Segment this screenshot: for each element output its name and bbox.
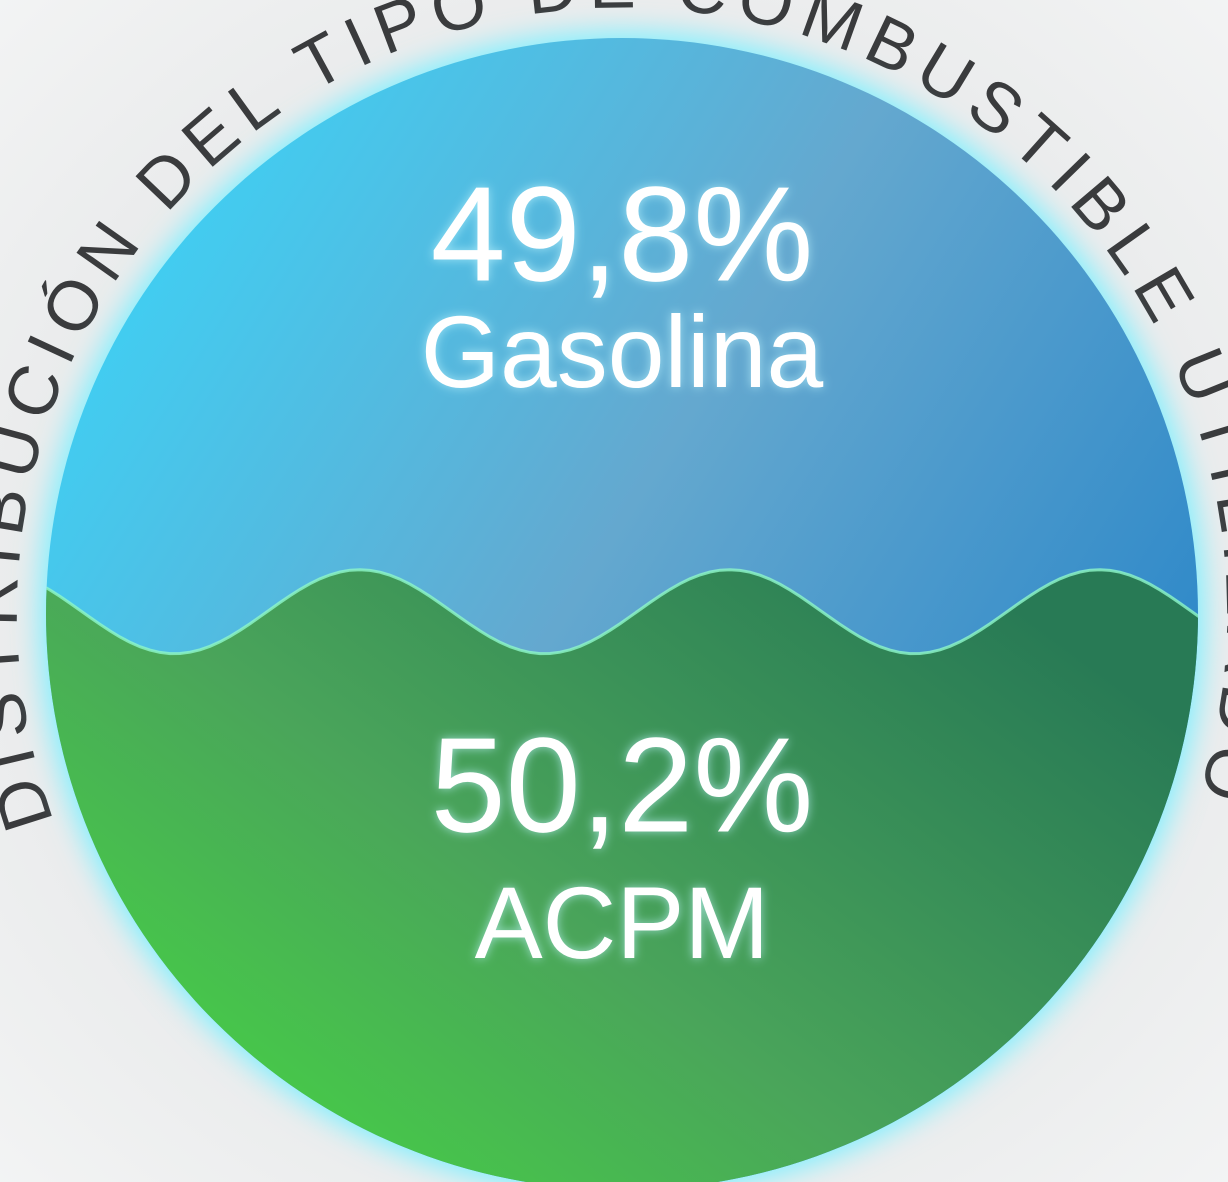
wave-line [46, 568, 1198, 656]
value-label: 49,8% [431, 159, 814, 310]
liquid [46, 38, 1198, 1182]
category-label: ACPM [475, 866, 770, 980]
fill-area [46, 569, 1198, 1182]
value-label: 50,2% [431, 710, 814, 861]
category-label: Gasolina [421, 295, 824, 409]
